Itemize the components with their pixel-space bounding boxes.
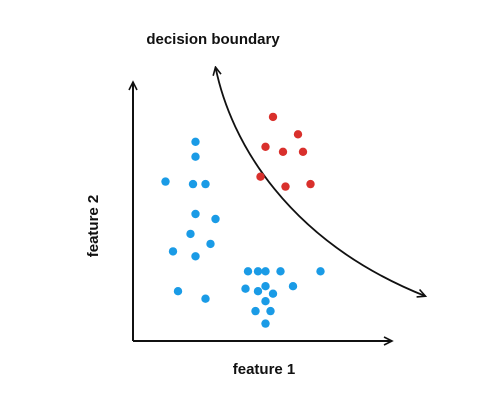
data-point-series1-2 [191,138,199,146]
data-point-series1-18 [276,267,284,275]
data-point-series2-7 [281,182,289,190]
data-point-series1-16 [254,267,262,275]
decision-boundary-curve [216,67,426,296]
data-point-series1-23 [289,282,297,290]
data-point-series1-20 [254,287,262,295]
y-axis-label: feature 2 [85,195,102,258]
data-point-series2-4 [279,148,287,156]
data-point-series2-1 [269,113,277,121]
data-point-series1-25 [251,307,259,315]
data-point-series1-13 [201,295,209,303]
data-point-series1-10 [169,247,177,255]
data-point-series1-27 [261,319,269,327]
data-point-series1-21 [269,290,277,298]
data-point-series1-4 [189,180,197,188]
data-point-series2-8 [306,180,314,188]
data-point-series1-15 [241,285,249,293]
data-points [161,113,324,328]
data-point-series2-5 [299,148,307,156]
data-point-series1-26 [266,307,274,315]
data-point-series1-9 [206,240,214,248]
data-point-series1-14 [244,267,252,275]
data-point-series1-22 [261,297,269,305]
data-point-series1-11 [191,252,199,260]
data-point-series1-17 [261,267,269,275]
data-point-series1-12 [174,287,182,295]
data-point-series2-2 [294,130,302,138]
data-point-series1-1 [161,177,169,185]
data-point-series1-19 [261,282,269,290]
data-point-series2-3 [261,143,269,151]
data-point-series1-8 [186,230,194,238]
data-point-series1-5 [201,180,209,188]
data-point-series1-24 [316,267,324,275]
decision-boundary-label: decision boundary [146,31,280,48]
data-point-series1-6 [191,210,199,218]
data-point-series1-7 [211,215,219,223]
x-axis-label: feature 1 [233,361,296,378]
data-point-series1-3 [191,153,199,161]
data-point-series2-6 [256,173,264,181]
